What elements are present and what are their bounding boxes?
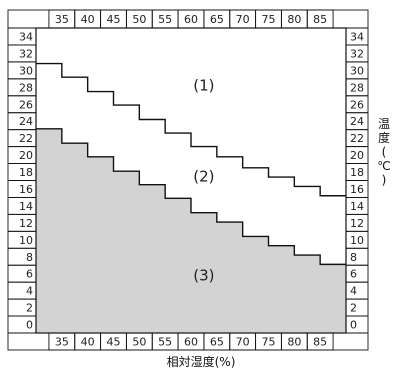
y-tick-label-left: 26 [19, 98, 33, 111]
x-tick-label-bottom: 65 [210, 336, 224, 349]
y-tick-label-right: 28 [350, 81, 364, 94]
y-axis-label: 温度(℃) [377, 117, 390, 187]
y-tick-label-left: 34 [19, 30, 33, 43]
y-tick-label-right: 2 [350, 302, 357, 315]
y-tick-label-left: 4 [26, 285, 33, 298]
y-tick-label-right: 20 [350, 149, 364, 162]
y-tick-label-left: 10 [19, 234, 33, 247]
y-tick-label-right: 18 [350, 166, 364, 179]
x-tick-label-top: 45 [107, 13, 121, 26]
y-tick-label-right: 16 [350, 183, 364, 196]
y-tick-label-right: 4 [350, 285, 357, 298]
y-tick-label-left: 8 [26, 251, 33, 264]
y-tick-label-right: 32 [350, 47, 364, 60]
x-tick-label-top: 55 [158, 13, 172, 26]
x-tick-label-top: 40 [81, 13, 95, 26]
boundary-line-upper [36, 62, 346, 197]
y-tick-label-left: 14 [19, 200, 33, 213]
y-tick-label-right: 22 [350, 132, 364, 145]
y-tick-label-left: 30 [19, 64, 33, 77]
x-tick-label-top: 35 [55, 13, 69, 26]
x-tick-label-bottom: 50 [132, 336, 146, 349]
x-axis-label: 相対湿度(%) [167, 354, 236, 369]
region-label: (2) [193, 167, 214, 185]
y-tick-label-left: 2 [26, 302, 33, 315]
y-tick-label-right: 0 [350, 319, 357, 332]
x-tick-label-bottom: 40 [81, 336, 95, 349]
x-tick-label-top: 70 [236, 13, 250, 26]
y-tick-label-right: 14 [350, 200, 364, 213]
x-tick-label-top: 60 [184, 13, 198, 26]
y-tick-label-left: 18 [19, 166, 33, 179]
y-tick-label-left: 28 [19, 81, 33, 94]
x-tick-label-bottom: 60 [184, 336, 198, 349]
x-tick-label-bottom: 70 [236, 336, 250, 349]
y-tick-label-right: 34 [350, 30, 364, 43]
shaded-region-3 [36, 128, 346, 333]
y-tick-label-right: 12 [350, 217, 364, 230]
y-tick-label-left: 6 [26, 268, 33, 281]
x-tick-band-top [7, 9, 369, 29]
y-tick-label-left: 12 [19, 217, 33, 230]
x-tick-band-bottom [7, 332, 369, 351]
y-tick-label-left: 20 [19, 149, 33, 162]
y-tick-label-right: 6 [350, 268, 357, 281]
x-tick-label-top: 75 [262, 13, 276, 26]
y-tick-label-right: 10 [350, 234, 364, 247]
y-tick-label-left: 0 [26, 319, 33, 332]
y-tick-label-right: 8 [350, 251, 357, 264]
x-tick-label-top: 65 [210, 13, 224, 26]
x-tick-label-bottom: 45 [107, 336, 121, 349]
y-tick-label-left: 32 [19, 47, 33, 60]
x-tick-label-bottom: 85 [313, 336, 327, 349]
x-tick-label-bottom: 80 [287, 336, 301, 349]
x-tick-label-top: 50 [132, 13, 146, 26]
y-tick-label-right: 24 [350, 115, 364, 128]
x-tick-label-top: 80 [287, 13, 301, 26]
y-tick-label-right: 30 [350, 64, 364, 77]
region-label: (3) [193, 266, 214, 284]
x-tick-label-top: 85 [313, 13, 327, 26]
boundary-line-lower [36, 128, 346, 266]
x-tick-label-bottom: 35 [55, 336, 69, 349]
y-tick-label-left: 16 [19, 183, 33, 196]
x-tick-label-bottom: 75 [262, 336, 276, 349]
region-label: (1) [193, 77, 214, 95]
y-tick-label-left: 24 [19, 115, 33, 128]
x-tick-label-bottom: 55 [158, 336, 172, 349]
y-tick-label-left: 22 [19, 132, 33, 145]
y-tick-label-right: 26 [350, 98, 364, 111]
